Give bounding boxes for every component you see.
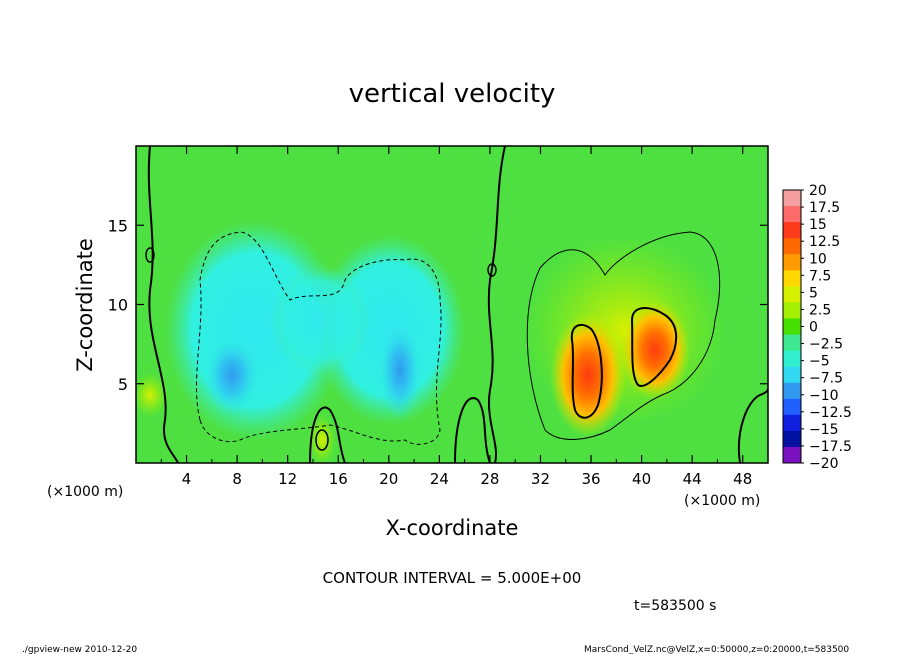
x-tick-label: 48: [733, 470, 752, 488]
updraft-small: [308, 415, 336, 463]
x-tick-label: 40: [632, 470, 651, 488]
downdraft-core-west: [204, 335, 260, 415]
colorbar-swatch: [783, 206, 801, 223]
colorbar-swatch: [783, 430, 801, 448]
y-tick-label: 5: [118, 375, 128, 394]
colorbar-swatch: [783, 414, 801, 432]
colorbar-label: 7.5: [809, 268, 831, 284]
updraft-core-east: [620, 300, 690, 400]
y-tick-label: 15: [108, 216, 128, 235]
positive-contour-5: [526, 231, 721, 440]
colorbar-label: −17.5: [809, 439, 852, 455]
x-tick-label: 24: [430, 470, 449, 488]
zero-contour-central: [487, 146, 506, 463]
colorbar-label: 5: [809, 285, 818, 301]
footer-left: ./gpview-new 2010-12-20: [22, 645, 137, 654]
x-tick-label: 20: [379, 470, 398, 488]
colorbar-label: −5: [809, 354, 830, 370]
colorbar-swatch: [783, 302, 801, 319]
zero-contour-west: [147, 146, 179, 463]
colorbar-label: 17.5: [809, 200, 840, 216]
footer-right: MarsCond_VelZ.nc@VelZ,x=0:50000,z=0:2000…: [584, 645, 849, 654]
colorbar-label: 15: [809, 217, 827, 233]
colorbar-label: 10: [809, 251, 827, 267]
colorbar-swatch: [783, 286, 801, 303]
downdraft-region-bridge: [270, 265, 370, 375]
x-tick-label: 8: [232, 470, 242, 488]
negative-contour-5: [195, 231, 442, 445]
colorbar-swatch: [783, 446, 801, 464]
y-tick-label: 10: [108, 296, 128, 315]
x-tick-label: 16: [329, 470, 348, 488]
y-axis-ticks: 5 10 15: [108, 216, 768, 394]
colorbar-swatch: [783, 350, 801, 368]
y-axis-label: Z-coordinate: [73, 238, 97, 372]
colorbar-swatch: [783, 270, 801, 287]
colorbar-label: −7.5: [809, 371, 843, 387]
colorbar-swatch: [783, 398, 801, 416]
colorbar-label: 2.5: [809, 302, 831, 318]
colorbar-label: −12.5: [809, 405, 852, 421]
x-unit-left: (×1000 m): [47, 484, 123, 500]
zero-contour-loop: [315, 429, 329, 451]
colorbar-swatch: [783, 382, 801, 400]
colorbar-label: 20: [809, 183, 827, 199]
x-axis-label: X-coordinate: [386, 516, 519, 540]
zero-contour-bump-2: [454, 397, 491, 463]
colorbar-label: 0: [809, 320, 818, 336]
colorbar-swatch: [783, 318, 801, 336]
x-tick-label: 36: [581, 470, 600, 488]
contour-interval-text: CONTOUR INTERVAL = 5.000E+00: [323, 569, 582, 587]
colorbar-label: −10: [809, 388, 839, 404]
x-tick-label: 44: [683, 470, 702, 488]
colorbar-swatch: [783, 334, 801, 352]
colorbar-swatch: [783, 222, 801, 239]
x-unit-right: (×1000 m): [684, 493, 760, 509]
x-tick-label: 4: [182, 470, 192, 488]
positive-contour-10-west: [570, 323, 603, 419]
colorbar-swatch: [783, 254, 801, 271]
updraft-core-west: [550, 313, 626, 437]
x-tick-label: 32: [531, 470, 550, 488]
colorbar-swatch: [783, 366, 801, 384]
x-axis-ticks: 4 8 12 16 20 24 28 32 36 40 44 48: [160, 146, 752, 488]
colorbar-label: −15: [809, 422, 839, 438]
zero-contour-bump: [309, 406, 346, 463]
chart-title: vertical velocity: [349, 79, 556, 109]
zero-contour-loop-2: [145, 247, 155, 263]
time-text: t=583500 s: [634, 598, 716, 614]
colorbar-label: 12.5: [809, 234, 840, 250]
plot-area: [136, 146, 768, 463]
colorbar-label: −20: [809, 456, 839, 472]
x-tick-label: 28: [480, 470, 499, 488]
colorbar-label: −2.5: [809, 337, 843, 353]
zero-contour-loop-3: [487, 263, 497, 277]
positive-contour-10-east: [630, 307, 678, 387]
x-tick-label: 12: [278, 470, 297, 488]
downdraft-core-central: [378, 320, 422, 420]
colorbar-swatch: [783, 190, 801, 207]
colorbar-swatch: [783, 238, 801, 255]
